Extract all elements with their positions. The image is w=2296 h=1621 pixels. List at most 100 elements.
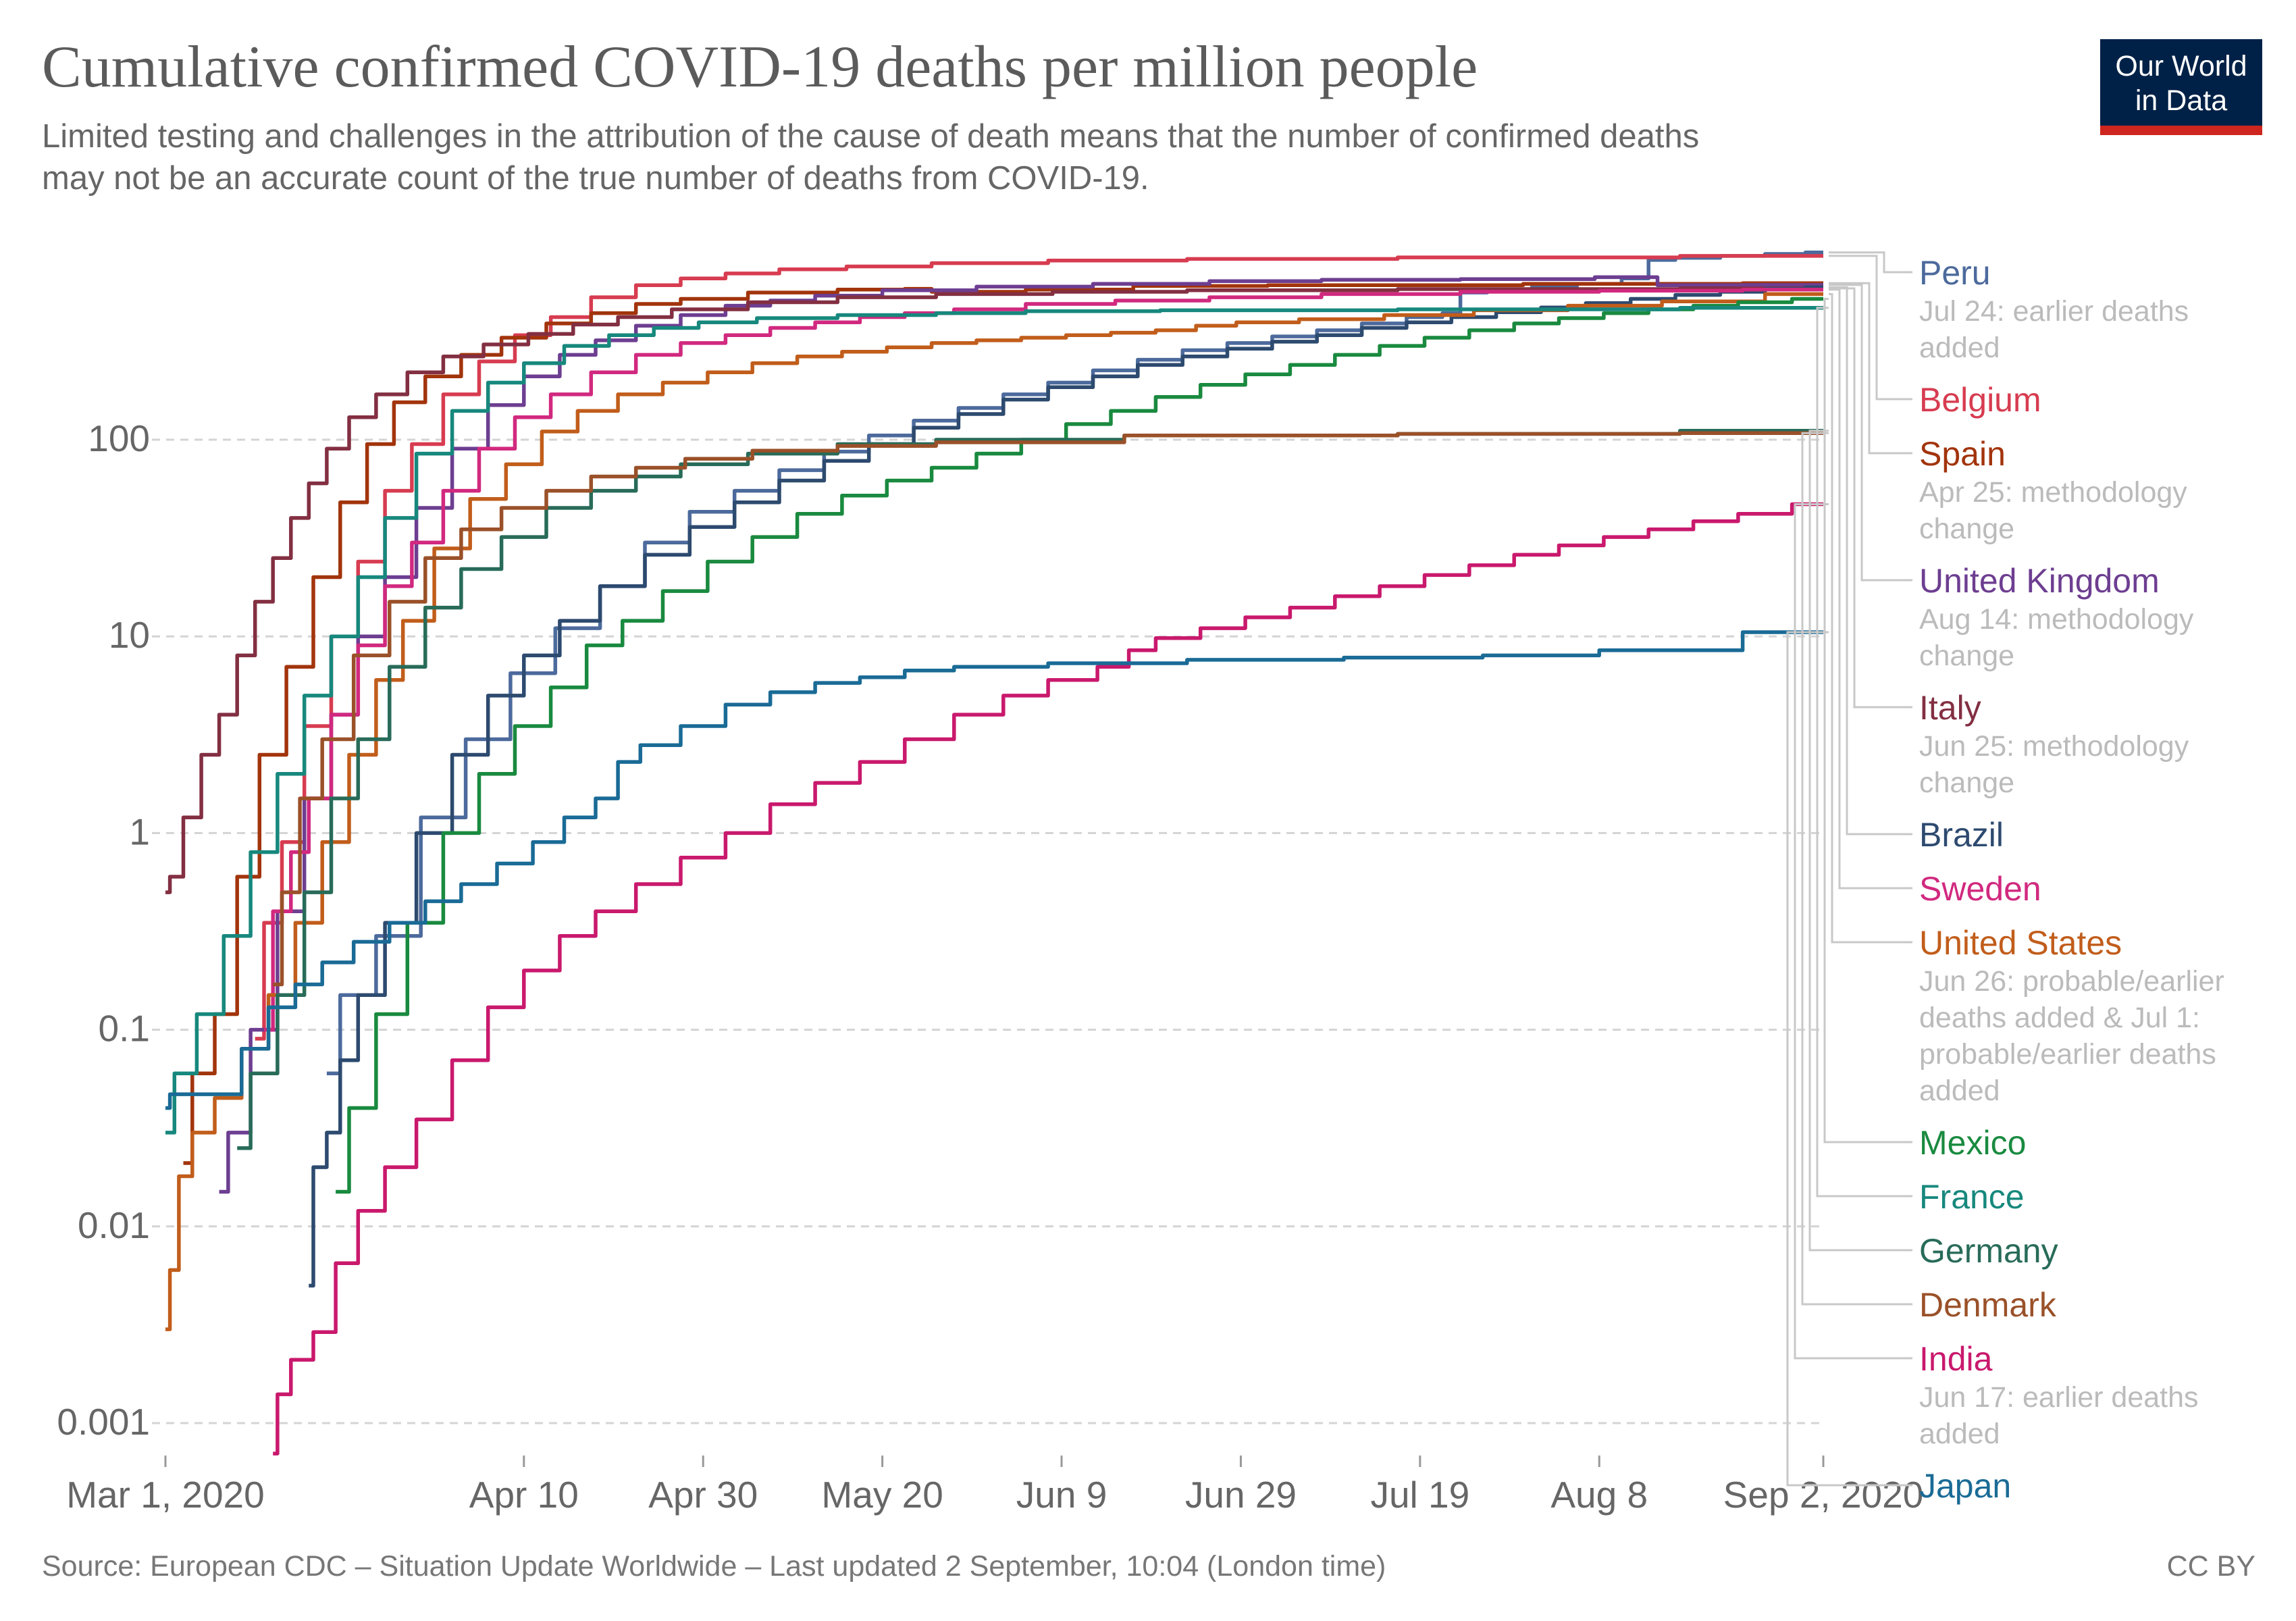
legend-label: Germany <box>1919 1232 2058 1270</box>
x-tick-label: May 20 <box>821 1474 943 1516</box>
series-line-united-states[interactable] <box>165 292 1823 1331</box>
logo-accent-bar <box>2100 126 2262 135</box>
legend-item-germany[interactable]: Germany <box>1919 1232 2058 1270</box>
x-tick-label: Sep 2, 2020 <box>1723 1474 1924 1516</box>
legend-annotation: change <box>1919 767 2014 799</box>
y-tick-label: 1 <box>129 810 150 852</box>
x-tick-label: Jul 19 <box>1370 1474 1469 1516</box>
series-line-denmark[interactable] <box>273 431 1823 987</box>
legend-connector <box>1829 284 1912 582</box>
legend-connector <box>1823 298 1912 1143</box>
legend-label: Sweden <box>1919 870 2041 908</box>
y-tick-label: 10 <box>109 614 150 656</box>
legend-annotation: change <box>1919 640 2014 672</box>
x-tick-label: Apr 30 <box>648 1474 758 1516</box>
license-link[interactable]: CC BY <box>2167 1550 2255 1583</box>
owid-logo[interactable]: Our World in Data <box>2100 39 2262 135</box>
series-line-india[interactable] <box>273 502 1823 1456</box>
legend-connector <box>1801 432 1912 1306</box>
legend-annotation: probable/earlier deaths <box>1919 1038 2216 1071</box>
x-tick-label: Aug 8 <box>1550 1474 1648 1516</box>
legend-connector <box>1829 255 1912 401</box>
legend-label: Peru <box>1919 254 1991 292</box>
series-line-france[interactable] <box>165 306 1823 1135</box>
y-axis: 0.001 0.01 0.1 1 10 100 <box>57 417 150 1443</box>
logo-line-2: in Data <box>2135 84 2227 117</box>
series-line-italy[interactable] <box>165 286 1823 894</box>
legend-connector <box>1808 430 1912 1252</box>
y-tick-label: 0.001 <box>57 1401 150 1443</box>
legend-label: Denmark <box>1919 1286 2057 1324</box>
legend-annotation: Jun 17: earlier deaths <box>1919 1381 2199 1414</box>
legend-label: Spain <box>1919 435 2006 473</box>
legend-label: Italy <box>1919 689 1981 727</box>
x-tick-label: Jun 9 <box>1016 1474 1107 1516</box>
legend-connector <box>1829 282 1912 455</box>
legend-item-belgium[interactable]: Belgium <box>1919 381 2041 419</box>
x-tick-label: Mar 1, 2020 <box>66 1474 265 1516</box>
legend-connector <box>1794 503 1912 1360</box>
legend-label: Mexico <box>1919 1124 2026 1162</box>
legend-connector <box>1829 288 1912 890</box>
series-line-spain[interactable] <box>183 281 1824 1165</box>
x-tick-label: Jun 29 <box>1185 1474 1297 1516</box>
legend-connector <box>1816 307 1912 1198</box>
gridlines <box>152 438 1823 1424</box>
legend-label: France <box>1919 1178 2025 1216</box>
legend-annotation: added <box>1919 332 2000 364</box>
y-tick-label: 0.1 <box>99 1008 150 1050</box>
legend-connectors <box>1786 251 1912 1487</box>
chart-subtitle-line-1: Limited testing and challenges in the at… <box>42 118 1699 155</box>
legend-annotation: Jun 26: probable/earlier <box>1919 965 2224 998</box>
legend-connector <box>1829 251 1912 274</box>
legend-annotation: added <box>1919 1418 2000 1450</box>
legend-item-brazil[interactable]: Brazil <box>1919 816 2004 854</box>
logo-line-1: Our World <box>2115 50 2247 82</box>
chart-title: Cumulative confirmed COVID-19 deaths per… <box>42 34 1478 100</box>
legend-connector <box>1786 631 1912 1487</box>
legend-label: India <box>1919 1340 1993 1378</box>
legend-annotation: change <box>1919 513 2014 545</box>
legend-label: Japan <box>1919 1467 2011 1505</box>
legend-item-denmark[interactable]: Denmark <box>1919 1286 2057 1324</box>
legend-item-mexico[interactable]: Mexico <box>1919 1124 2026 1162</box>
legend-item-france[interactable]: France <box>1919 1178 2025 1216</box>
legend-connector <box>1829 292 1912 944</box>
legend-annotation: deaths added & Jul 1: <box>1919 1002 2200 1034</box>
series-line-belgium[interactable] <box>255 254 1823 1041</box>
legend-item-japan[interactable]: Japan <box>1919 1467 2011 1505</box>
legend-annotation: added <box>1919 1075 2000 1107</box>
chart-subtitle-line-2: may not be an accurate count of the true… <box>42 160 1149 197</box>
legend-connector <box>1829 287 1912 709</box>
legend-annotation: Aug 14: methodology <box>1919 603 2194 636</box>
y-tick-label: 100 <box>88 417 150 459</box>
legend-label: Brazil <box>1919 816 2004 854</box>
series-line-united-kingdom[interactable] <box>219 275 1823 1194</box>
legend-annotation: Jul 24: earlier deaths <box>1919 295 2189 328</box>
series-line-japan[interactable] <box>165 630 1823 1110</box>
legend-annotation: Apr 25: methodology <box>1919 476 2187 509</box>
legend-item-sweden[interactable]: Sweden <box>1919 870 2041 908</box>
legend-label: United Kingdom <box>1919 562 2160 600</box>
source-note: Source: European CDC – Situation Update … <box>42 1550 1386 1583</box>
x-tick-label: Apr 10 <box>469 1474 579 1516</box>
legend-label: United States <box>1919 924 2122 962</box>
series-line-sweden[interactable] <box>264 287 1823 1032</box>
series-lines <box>165 251 1824 1456</box>
series-line-mexico[interactable] <box>336 297 1823 1194</box>
logo-background <box>2100 39 2262 130</box>
series-line-germany[interactable] <box>237 429 1823 1150</box>
legend-label: Belgium <box>1919 381 2041 419</box>
x-axis: Mar 1, 2020 Apr 10 Apr 30 May 20 Jun 9 Jun 29… <box>66 1456 1923 1516</box>
y-tick-label: 0.01 <box>78 1204 150 1246</box>
legend-annotation: Jun 25: methodology <box>1919 730 2189 763</box>
legend-connector <box>1829 286 1912 835</box>
